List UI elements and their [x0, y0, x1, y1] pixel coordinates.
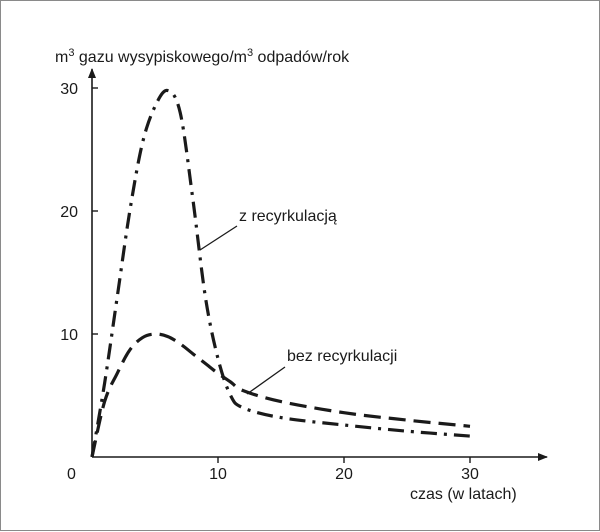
series-line-z-recyrkulacja	[90, 88, 471, 458]
y-axis-label-part: 3	[247, 47, 253, 59]
x-axis-label: czas (w latach)	[410, 486, 517, 503]
y-axis-label-part: odpadów/rok	[253, 49, 350, 66]
annotation-label: z recyrkulacją	[239, 208, 337, 225]
y-axis-label: m3 gazu wysypiskowego/m3 odpadów/rok	[55, 47, 350, 66]
x-tick-label: 30	[461, 466, 479, 483]
y-axis-label-part: gazu wysypiskowego/m	[74, 49, 247, 66]
y-tick-label: 10	[60, 327, 78, 344]
origin-label: 0	[67, 466, 76, 483]
series-layer	[90, 88, 471, 458]
axes: 0 10 20 30 10 20 30	[60, 68, 548, 483]
x-tick-label: 10	[209, 466, 227, 483]
annotation-label: bez recyrkulacji	[287, 348, 397, 365]
y-tick-label: 20	[60, 204, 78, 221]
annotation-layer: z recyrkulacją bez recyrkulacji	[199, 208, 397, 395]
annotation-leader	[199, 225, 238, 251]
series-line-bez-recyrkulacji	[90, 332, 471, 458]
x-tick-label: 20	[335, 466, 353, 483]
annotation-leader	[246, 366, 286, 395]
y-axis-label-part: 3	[68, 47, 74, 59]
y-tick-label: 30	[60, 81, 78, 98]
y-axis-label-part: m	[55, 49, 68, 66]
